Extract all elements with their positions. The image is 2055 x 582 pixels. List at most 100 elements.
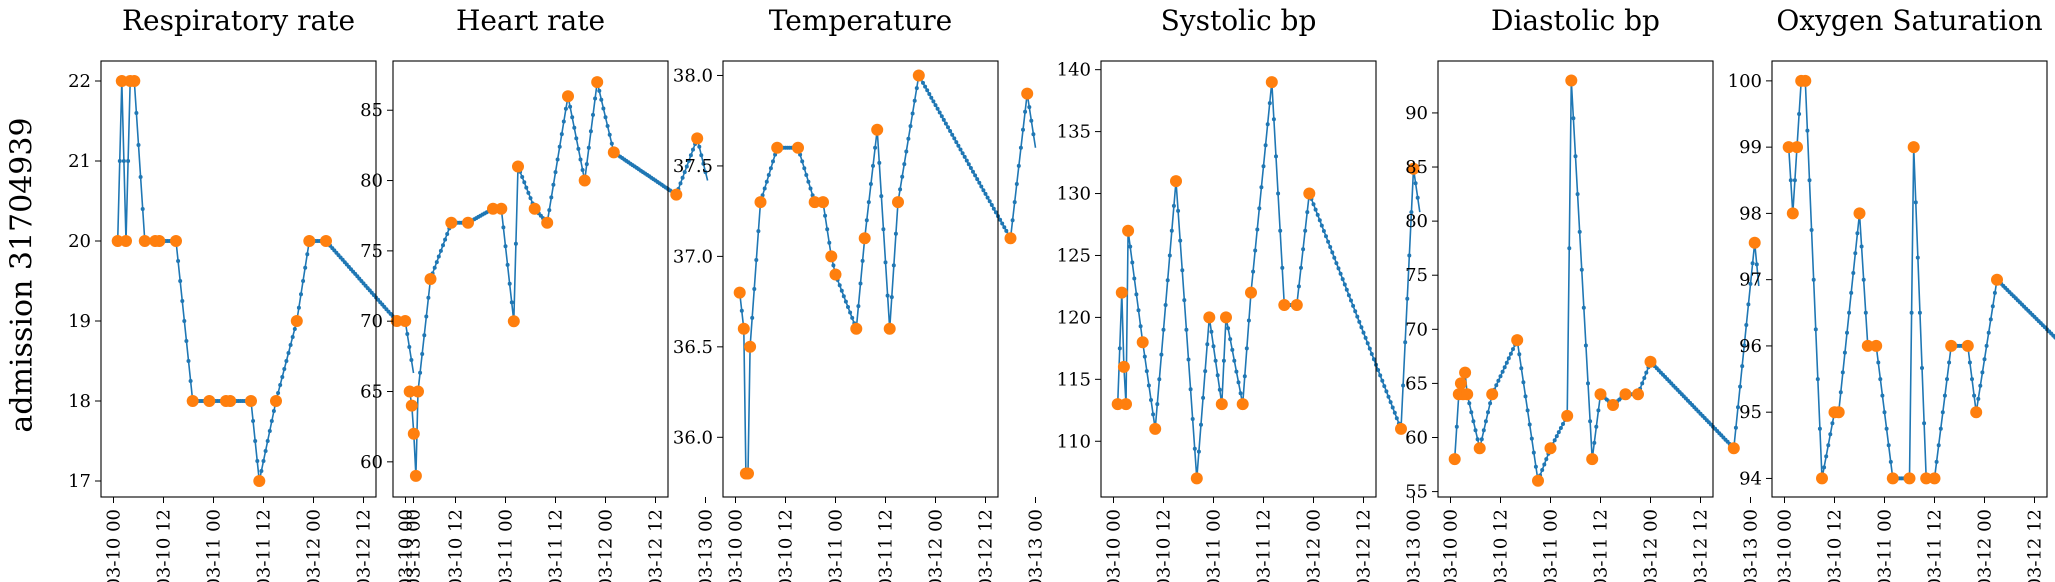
observation-marker bbox=[1220, 311, 1232, 324]
series-dot bbox=[950, 132, 955, 137]
observation-marker bbox=[1928, 472, 1941, 485]
series-dot bbox=[954, 140, 959, 145]
series-dot bbox=[929, 95, 934, 100]
chart-panel: Heart rate 60 65 70 75 80 85 03-10 00 03-10 12 03… bbox=[360, 4, 716, 582]
series-dot bbox=[1305, 210, 1310, 215]
y-tick-label: 95 bbox=[1739, 402, 1762, 423]
series-dot bbox=[1259, 185, 1264, 190]
series-dot bbox=[1917, 310, 1922, 315]
series-dot bbox=[1523, 394, 1528, 399]
series-dot bbox=[1328, 245, 1333, 249]
series-dot bbox=[943, 121, 948, 126]
series-dot bbox=[1213, 358, 1218, 363]
observation-marker bbox=[591, 76, 604, 89]
series-dot bbox=[1508, 351, 1513, 356]
series-dot bbox=[904, 149, 909, 154]
series-dot bbox=[889, 295, 894, 300]
series-dot bbox=[756, 229, 761, 234]
series-dot bbox=[1186, 357, 1191, 362]
series-dot bbox=[956, 143, 961, 148]
series-dot bbox=[561, 119, 566, 124]
series-dot bbox=[877, 160, 882, 165]
series-dot bbox=[549, 195, 554, 200]
series-dot bbox=[1471, 419, 1476, 424]
series-dot bbox=[1176, 208, 1181, 213]
series-dot bbox=[750, 315, 755, 320]
series-dot bbox=[1942, 393, 1947, 398]
series-dot bbox=[1276, 191, 1281, 196]
series-dot bbox=[968, 166, 973, 170]
observation-marker bbox=[892, 196, 904, 209]
series-dot bbox=[762, 186, 767, 191]
x-tick-label: 03-10 00 bbox=[104, 509, 125, 582]
series-dot bbox=[1130, 260, 1135, 265]
chart-panel: Oxygen Saturation 94 95 96 97 98 99 100 03-10 00… bbox=[1728, 4, 2055, 582]
series-dot bbox=[305, 252, 310, 257]
x-tick-label: 03-12 12 bbox=[1354, 509, 1375, 582]
series-dot bbox=[960, 151, 965, 156]
observation-marker bbox=[1945, 339, 1958, 352]
series-dot bbox=[1232, 358, 1237, 363]
x-tick-label: 03-11 12 bbox=[546, 509, 567, 582]
observation-marker bbox=[808, 196, 821, 209]
observation-marker bbox=[512, 160, 524, 173]
observation-marker bbox=[1907, 141, 1920, 154]
series-dot bbox=[946, 125, 950, 130]
observation-marker bbox=[562, 90, 574, 103]
series-dot bbox=[966, 162, 971, 167]
series-dot bbox=[1517, 352, 1522, 357]
series-dot bbox=[1394, 416, 1399, 421]
observation-marker bbox=[399, 315, 412, 327]
observation-marker bbox=[1459, 366, 1472, 379]
series-dot bbox=[551, 182, 556, 187]
series-dot bbox=[1542, 462, 1547, 467]
x-tick-label: 03-10 12 bbox=[1825, 509, 1846, 582]
series-dot bbox=[1027, 105, 1032, 110]
series-dot bbox=[555, 157, 560, 162]
series-dot bbox=[1500, 369, 1505, 374]
observation-marker bbox=[1407, 162, 1420, 175]
observation-marker bbox=[1190, 472, 1203, 485]
series-dot bbox=[1163, 303, 1168, 307]
observation-marker bbox=[541, 216, 554, 229]
series-dot bbox=[866, 200, 871, 205]
series-dot bbox=[981, 188, 986, 193]
series-dot bbox=[1382, 384, 1387, 389]
series-dot bbox=[117, 159, 122, 163]
y-tick-label: 19 bbox=[68, 311, 91, 332]
series-dot bbox=[802, 166, 807, 171]
y-tick-label: 60 bbox=[360, 452, 383, 473]
y-tick-label: 22 bbox=[68, 71, 91, 92]
series-dot bbox=[939, 114, 944, 119]
series-dot bbox=[1506, 356, 1511, 361]
series-dot bbox=[570, 115, 575, 120]
series-dot bbox=[1299, 265, 1303, 270]
series-dot bbox=[1849, 290, 1854, 295]
series-dot bbox=[1579, 267, 1584, 272]
series-dot bbox=[1934, 459, 1939, 464]
series-dot bbox=[1263, 143, 1268, 148]
chart-title: Oxygen Saturation bbox=[1776, 4, 2042, 37]
series-dot bbox=[1558, 426, 1563, 430]
series-dot bbox=[1230, 347, 1235, 352]
series-dot bbox=[522, 180, 527, 185]
y-tick-label: 90 bbox=[1405, 103, 1428, 124]
observation-marker bbox=[742, 467, 754, 480]
series-dot bbox=[1882, 410, 1887, 415]
series-dot bbox=[1004, 228, 1009, 233]
series-dot bbox=[1138, 324, 1143, 329]
observation-marker bbox=[883, 322, 896, 335]
series-dot bbox=[1340, 277, 1345, 282]
series-dot bbox=[138, 175, 143, 179]
series-dot bbox=[1494, 383, 1499, 388]
observation-marker bbox=[1454, 377, 1467, 390]
y-tick-label: 37.0 bbox=[673, 246, 713, 267]
observation-marker bbox=[1149, 422, 1162, 435]
series-dot bbox=[804, 173, 809, 177]
series-dot bbox=[178, 279, 183, 283]
observation-marker bbox=[111, 235, 124, 247]
series-dot bbox=[1936, 443, 1941, 448]
observation-marker bbox=[495, 202, 508, 215]
series-dot bbox=[599, 97, 604, 102]
series-dot bbox=[1161, 327, 1166, 332]
